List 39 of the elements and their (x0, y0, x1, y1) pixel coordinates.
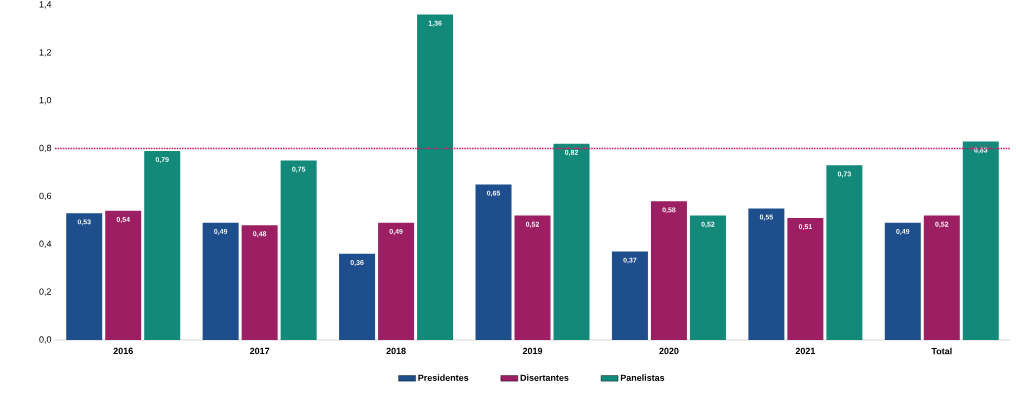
bar (378, 222, 415, 340)
y-tick-label: 0,6 (39, 192, 52, 201)
y-tick-label: 1,4 (39, 1, 52, 9)
bar (280, 160, 317, 340)
x-tick-label: 2018 (386, 347, 406, 355)
x-tick-label: Total (931, 347, 952, 355)
x-tick-label: 2017 (249, 347, 270, 355)
x-tick-label: 2021 (795, 347, 816, 355)
bar (417, 14, 454, 340)
bar (826, 165, 863, 340)
bar (553, 143, 590, 340)
legend-label: Presidentes (418, 374, 469, 381)
x-tick-label: 2020 (659, 347, 679, 355)
bar (475, 184, 512, 340)
bar (241, 225, 278, 340)
legend-label: Disertantes (520, 374, 569, 381)
bar (611, 251, 648, 340)
y-tick-label: 1,2 (39, 49, 52, 57)
y-tick-label: 0,2 (39, 288, 52, 296)
x-tick-label: 2019 (522, 347, 543, 355)
legend-label: Panelistas (620, 374, 665, 381)
bar (923, 215, 960, 340)
bar (514, 215, 551, 340)
bar (144, 150, 181, 340)
bar (339, 253, 376, 340)
x-tick-label: 2016 (113, 347, 133, 355)
bar (689, 215, 726, 340)
bar (884, 222, 921, 340)
y-tick-label: 1,0 (39, 97, 52, 105)
y-tick-label: 0,4 (39, 240, 52, 248)
bar (66, 213, 103, 340)
bar (202, 222, 239, 340)
y-tick-label: 0,0 (39, 336, 52, 344)
bar (748, 208, 785, 340)
bar (105, 210, 142, 340)
y-tick-label: 0,8 (39, 144, 52, 153)
bar (650, 201, 687, 340)
bar (787, 217, 824, 340)
bar (962, 141, 999, 340)
